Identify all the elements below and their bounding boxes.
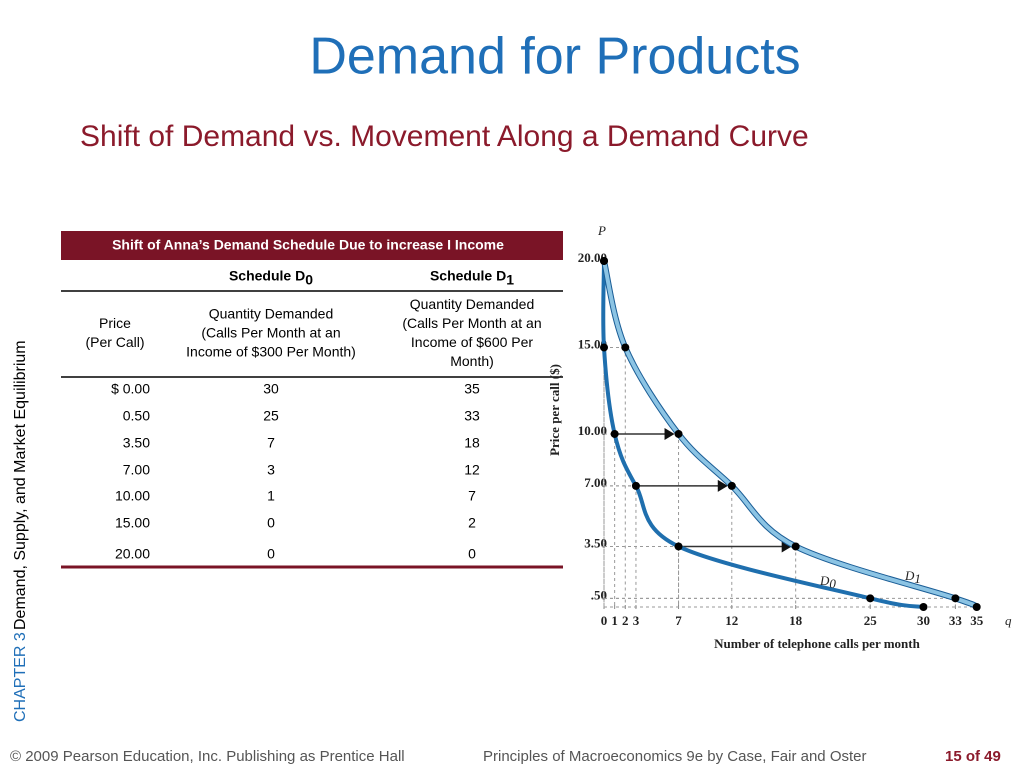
column-header: (Calls Per Month at an (402, 315, 541, 331)
series-label-sub: 0 (829, 576, 836, 591)
x-tick-label: 18 (789, 613, 803, 628)
table-cell: 3.50 (123, 435, 150, 451)
schedule-header-sub: 1 (506, 272, 514, 288)
x-tick-label: 35 (970, 613, 984, 628)
table-cell: 25 (263, 408, 279, 424)
x-tick-label: 12 (725, 613, 738, 628)
table-cell: 10.00 (115, 488, 150, 504)
footer-page: 15 of 49 (945, 748, 1001, 765)
point (866, 594, 875, 603)
point (727, 481, 736, 490)
y-axis-label: P (597, 223, 606, 238)
x-axis-label: q (1005, 613, 1012, 628)
table-cell: 2 (468, 515, 476, 531)
y-tick-label: 10.00 (578, 423, 607, 438)
x-tick-label: 2 (622, 613, 629, 628)
title: Demand for Products (309, 28, 800, 86)
sidebar: CHAPTER 3 Demand, Supply, and Market Equ… (12, 340, 29, 722)
y-tick-label: 7.00 (584, 475, 607, 490)
column-header: Month) (450, 353, 494, 369)
y-tick-label: .50 (591, 587, 607, 602)
x-axis-title: Number of telephone calls per month (714, 636, 920, 651)
shift-arrowhead (664, 427, 675, 440)
y-tick-label: 20.00 (578, 250, 607, 265)
column-header: Quantity Demanded (410, 296, 535, 312)
table-caption: Shift of Anna’s Demand Schedule Due to i… (112, 237, 504, 253)
table-cell: 7 (468, 488, 476, 504)
column-header: Quantity Demanded (209, 306, 334, 322)
table-cell: 3 (267, 462, 275, 478)
x-tick-label: 3 (633, 613, 640, 628)
point (600, 256, 608, 265)
series-label: D (904, 568, 915, 583)
table-cell: 0.50 (123, 408, 150, 424)
x-tick-label: 7 (675, 613, 682, 628)
table-cell: 20.00 (115, 546, 150, 562)
schedule-header-sub: 0 (305, 272, 313, 288)
point (621, 343, 630, 352)
point (610, 429, 619, 438)
schedule-header: Schedule D (430, 268, 506, 284)
point (919, 603, 928, 611)
point (674, 429, 683, 438)
chapter: CHAPTER 3 (12, 632, 29, 722)
y-axis-title: Price per call ($) (547, 364, 562, 456)
y-tick-label: 15.00 (578, 336, 607, 351)
subtitle: Shift of Demand vs. Movement Along a Dem… (80, 120, 809, 153)
point (972, 603, 981, 611)
point (951, 594, 960, 603)
column-header: Price (99, 315, 131, 331)
x-tick-label: 30 (917, 613, 930, 628)
y-tick-label: 3.50 (584, 535, 607, 550)
table-cell: 1 (267, 488, 275, 504)
x-tick-label: 0 (601, 613, 608, 628)
column-header: (Per Call) (85, 334, 144, 350)
table-cell: 30 (263, 381, 279, 397)
point (674, 542, 683, 551)
table-cell: 35 (464, 381, 480, 397)
footer-book: Principles of Macroeconomics 9e by Case,… (483, 748, 867, 765)
table-cell: 0 (468, 546, 476, 562)
point (600, 343, 608, 352)
series-label: D (819, 573, 830, 588)
column-header: (Calls Per Month at an (201, 325, 340, 341)
column-header: Income of $600 Per (411, 334, 534, 350)
schedule-header: Schedule D (229, 268, 305, 284)
table-cell: 15.00 (115, 515, 150, 531)
x-tick-label: 25 (864, 613, 878, 628)
table-cell: 7 (267, 435, 275, 451)
topic: Demand, Supply, and Market Equilibrium (12, 340, 29, 630)
table-cell: 33 (464, 408, 480, 424)
table-cell: 0 (267, 546, 275, 562)
footer-copyright: © 2009 Pearson Education, Inc. Publishin… (10, 748, 405, 765)
shift-arrowhead (717, 479, 728, 492)
table-cell: 18 (464, 435, 480, 451)
column-header: Income of $300 Per Month) (186, 344, 356, 360)
point (631, 481, 640, 490)
table-caption-bar (61, 231, 563, 260)
table-cell: 7.00 (123, 462, 150, 478)
table-cell: 0 (267, 515, 275, 531)
table-cell: 12 (464, 462, 480, 478)
point (791, 542, 800, 551)
x-tick-label: 33 (949, 613, 963, 628)
series-label-sub: 1 (914, 571, 921, 586)
table-cell: $ 0.00 (111, 381, 150, 397)
x-tick-label: 1 (611, 613, 618, 628)
